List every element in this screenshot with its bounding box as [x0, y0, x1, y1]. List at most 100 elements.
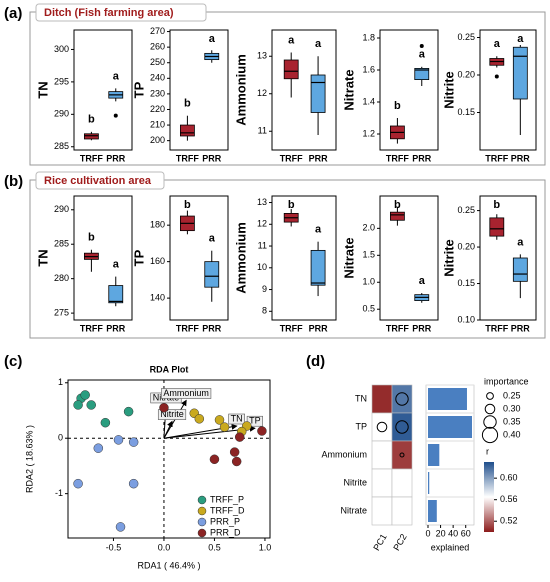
y-tick-label: 240 [150, 73, 165, 83]
y-tick-label: 220 [150, 104, 165, 114]
y-tick-label: 12 [257, 219, 267, 229]
size-legend-label: 0.40 [503, 429, 521, 439]
x-tick-label: PRR [511, 323, 531, 333]
box [204, 261, 220, 288]
heat-cell [391, 468, 413, 498]
x-tick-label: PRR [309, 323, 329, 333]
x-tick-label: PRR [202, 153, 222, 163]
y-tick-label: 13 [257, 51, 267, 61]
y-tick-label: -1 [55, 488, 63, 498]
x-tick-label: TRFF [80, 323, 103, 333]
size-legend-circle [481, 426, 499, 444]
arrow-label: TN [231, 413, 243, 423]
heat-cell [371, 412, 393, 442]
row-label: TP [355, 421, 367, 431]
significance-letter: a [517, 33, 524, 45]
heat-cell [371, 384, 393, 414]
y-tick-label: 270 [150, 26, 165, 36]
x-tick-label: TRFF [176, 153, 199, 163]
outlier [113, 113, 118, 118]
y-axis-label: RDA2 ( 18.63% ) [24, 425, 34, 493]
x-tick-label: TRFF [280, 153, 303, 163]
x-tick-label: 0 [425, 528, 430, 538]
arrow-label-box [157, 409, 187, 420]
x-tick-label: PRR [511, 153, 531, 163]
point [214, 415, 225, 425]
size-legend-circle [486, 392, 494, 400]
section-title-box [35, 3, 207, 22]
point [93, 443, 104, 453]
colorbar-tick-label: 0.52 [500, 516, 518, 526]
y-tick-label: 13 [257, 197, 267, 207]
legend-swatch [197, 528, 207, 538]
significance-letter: a [113, 70, 120, 82]
y-tick-label: 250 [150, 57, 165, 67]
y-tick-label: 275 [54, 307, 69, 317]
significance-letter: b [88, 114, 95, 126]
box [512, 46, 528, 100]
outlier [494, 74, 499, 79]
x-tick-label: PRR [412, 153, 432, 163]
bar [428, 444, 440, 466]
y-tick-label: 1.4 [362, 96, 375, 106]
point [100, 417, 111, 428]
point [257, 426, 267, 436]
row-label: Nitrite [343, 477, 367, 487]
plot-frame [169, 29, 229, 151]
point [123, 406, 134, 417]
panel-label: (d) [306, 353, 325, 370]
x-tick-label: PRR [412, 323, 432, 333]
x-tick-label: TRFF [386, 323, 409, 333]
row-label: TN [355, 393, 367, 403]
point [209, 454, 220, 465]
x-tick-label: 0.5 [208, 542, 221, 552]
plot-frame [379, 195, 439, 321]
size-legend-circle [484, 403, 496, 415]
section-title: Ditch (Fish farming area) [44, 7, 174, 19]
y-axis-label: TN [35, 249, 50, 266]
x-tick-label: TRFF [386, 153, 409, 163]
y-tick-label: 300 [54, 44, 69, 54]
y-axis-label: Nitrite [441, 239, 456, 277]
x-tick-label: TRFF [280, 323, 303, 333]
y-tick-label: 0.15 [457, 278, 475, 288]
significance-letter: b [184, 98, 191, 110]
x-tick-label: 40 [448, 528, 458, 538]
y-tick-label: 285 [54, 141, 69, 151]
y-axis-label: TP [131, 249, 146, 266]
y-tick-label: 260 [150, 42, 165, 52]
heat-cell [371, 496, 393, 526]
box [512, 257, 528, 282]
significance-letter: a [315, 38, 322, 50]
heat-cell [391, 440, 413, 470]
y-tick-label: 1 [58, 377, 63, 387]
box [283, 59, 299, 80]
y-tick-label: 2.0 [362, 223, 375, 233]
y-axis-label: Nitrate [341, 69, 356, 110]
y-axis-label: Nitrite [441, 71, 456, 109]
x-tick-label: PRR [309, 153, 329, 163]
bar [428, 500, 437, 522]
plot-frame [67, 379, 271, 539]
outlier [419, 44, 424, 48]
point [159, 402, 169, 413]
point [194, 414, 205, 424]
x-tick-label: -0.5 [106, 542, 122, 552]
x-axis-label: RDA1 ( 46.4% ) [137, 560, 200, 570]
y-tick-label: 230 [150, 88, 165, 98]
significance-letter: a [419, 49, 426, 61]
importance-circle [395, 420, 409, 434]
y-tick-label: 295 [54, 76, 69, 86]
y-tick-label: 0.25 [457, 205, 475, 215]
x-tick-label: PRR [202, 323, 222, 333]
point [128, 437, 139, 447]
y-tick-label: 11 [258, 240, 267, 250]
point [128, 478, 139, 489]
significance-letter: a [288, 34, 295, 46]
y-tick-label: 0.20 [457, 241, 475, 251]
box [108, 285, 124, 304]
heat-cell [391, 496, 413, 526]
y-axis-label: Nitrate [341, 237, 356, 278]
y-tick-label: 0.20 [457, 69, 475, 79]
